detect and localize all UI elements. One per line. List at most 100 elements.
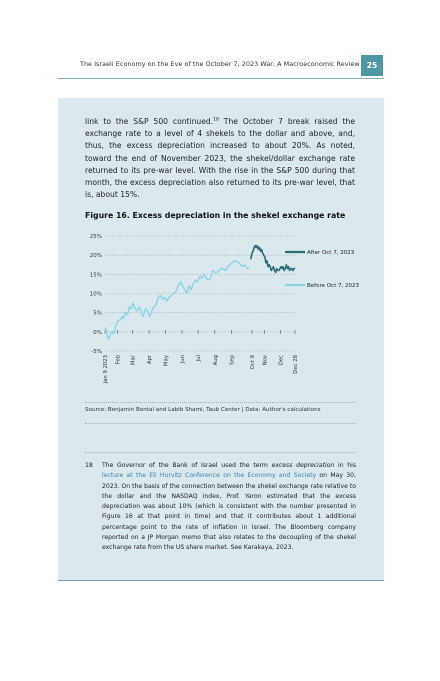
data-point-after-oct7 bbox=[255, 247, 257, 248]
data-point-before-oct7 bbox=[159, 294, 161, 296]
data-point-before-oct7 bbox=[184, 289, 186, 291]
data-point-before-oct7 bbox=[179, 281, 181, 283]
data-point-before-oct7 bbox=[222, 268, 224, 270]
data-point-before-oct7 bbox=[107, 339, 109, 340]
x-tick-label: Apr bbox=[147, 354, 153, 364]
page-number: 25 bbox=[361, 55, 383, 76]
body-paragraph: link to the S&P 500 continued.18 The Oct… bbox=[85, 116, 355, 201]
data-point-before-oct7 bbox=[207, 279, 209, 281]
data-point-after-oct7 bbox=[258, 247, 260, 248]
y-tick-label: 10% bbox=[90, 292, 102, 298]
data-point-after-oct7 bbox=[276, 268, 278, 270]
data-point-after-oct7 bbox=[274, 270, 276, 271]
data-point-after-oct7 bbox=[288, 266, 290, 268]
x-tick-label: Jan 9 2023 bbox=[103, 355, 109, 384]
data-point-before-oct7 bbox=[220, 268, 222, 270]
data-point-after-oct7 bbox=[266, 260, 268, 262]
lecture-link[interactable]: lecture at the Eli Hurvitz Conference on… bbox=[102, 472, 317, 480]
data-point-after-oct7 bbox=[294, 268, 296, 270]
data-point-before-oct7 bbox=[127, 314, 129, 316]
footnote-divider bbox=[85, 452, 355, 453]
source-divider-bottom bbox=[85, 423, 355, 424]
footnote-text-c: on May 30, 2023. On the basis of the con… bbox=[102, 472, 356, 552]
data-point-before-oct7 bbox=[155, 304, 157, 306]
data-point-after-oct7 bbox=[286, 268, 288, 270]
data-point-before-oct7 bbox=[225, 270, 227, 271]
data-point-before-oct7 bbox=[121, 316, 123, 317]
data-point-before-oct7 bbox=[109, 335, 111, 337]
data-point-before-oct7 bbox=[203, 273, 205, 275]
data-point-after-oct7 bbox=[271, 268, 273, 270]
y-tick-label: 20% bbox=[90, 253, 102, 259]
data-point-after-oct7 bbox=[265, 262, 267, 264]
data-point-before-oct7 bbox=[175, 291, 177, 293]
data-point-before-oct7 bbox=[115, 325, 117, 327]
footnote-text-a: The Governor of the Bank of Israel used … bbox=[102, 462, 272, 469]
data-point-before-oct7 bbox=[141, 312, 143, 314]
x-tick-label: Nov bbox=[262, 355, 268, 365]
body-text-start: link to the S&P 500 continued. bbox=[85, 117, 214, 126]
data-point-before-oct7 bbox=[209, 277, 211, 279]
data-point-after-oct7 bbox=[277, 270, 279, 271]
data-point-before-oct7 bbox=[142, 316, 144, 317]
data-point-before-oct7 bbox=[166, 300, 168, 302]
data-point-before-oct7 bbox=[173, 293, 175, 294]
legend-after-oct7-label: After Oct 7, 2023 bbox=[307, 250, 355, 256]
data-point-before-oct7 bbox=[168, 296, 170, 298]
data-point-before-oct7 bbox=[227, 266, 229, 268]
data-point-before-oct7 bbox=[123, 317, 125, 319]
x-tick-label: Dec bbox=[278, 355, 284, 365]
data-point-after-oct7 bbox=[263, 254, 265, 256]
data-point-before-oct7 bbox=[233, 260, 235, 262]
data-point-before-oct7 bbox=[151, 310, 153, 312]
data-point-after-oct7 bbox=[268, 264, 270, 266]
x-tick-label: Oct 9 bbox=[250, 355, 256, 369]
data-point-before-oct7 bbox=[212, 270, 214, 271]
legend-before-oct7-label: Before Oct 7, 2023 bbox=[307, 283, 359, 289]
data-point-after-oct7 bbox=[293, 268, 295, 270]
y-tick-label: 25% bbox=[90, 234, 102, 240]
data-point-before-oct7 bbox=[144, 308, 146, 310]
data-point-before-oct7 bbox=[117, 319, 119, 321]
content-panel bbox=[58, 98, 384, 581]
data-point-before-oct7 bbox=[119, 319, 121, 321]
x-tick-label: Jul bbox=[196, 355, 202, 362]
data-point-before-oct7 bbox=[171, 294, 173, 296]
data-point-before-oct7 bbox=[235, 260, 237, 262]
data-point-before-oct7 bbox=[205, 277, 207, 279]
data-point-before-oct7 bbox=[162, 298, 164, 300]
data-point-before-oct7 bbox=[216, 271, 218, 273]
footnote-ref[interactable]: 18 bbox=[213, 117, 219, 123]
data-point-after-oct7 bbox=[257, 248, 259, 250]
footnote-text: The Governor of the Bank of Israel used … bbox=[102, 461, 356, 554]
data-point-after-oct7 bbox=[289, 270, 291, 271]
figure-source: Source: Benjamin Bental and Labib Shami,… bbox=[85, 407, 321, 413]
data-point-after-oct7 bbox=[280, 266, 282, 268]
data-point-before-oct7 bbox=[244, 264, 246, 266]
data-point-before-oct7 bbox=[192, 283, 194, 285]
footnote-term: excess depreciation bbox=[271, 462, 335, 469]
data-point-after-oct7 bbox=[251, 252, 253, 254]
running-header-title: The Israeli Economy on the Eve of the Oc… bbox=[80, 60, 360, 68]
x-tick-label: Mar bbox=[130, 354, 136, 365]
data-point-before-oct7 bbox=[197, 281, 199, 283]
data-point-before-oct7 bbox=[186, 293, 188, 294]
data-point-before-oct7 bbox=[157, 296, 159, 298]
data-point-before-oct7 bbox=[130, 308, 132, 310]
data-point-after-oct7 bbox=[285, 264, 287, 266]
data-point-before-oct7 bbox=[132, 302, 134, 304]
data-point-after-oct7 bbox=[272, 266, 274, 268]
body-text-rest: The October 7 break raised the exchange … bbox=[85, 117, 356, 200]
data-point-before-oct7 bbox=[177, 285, 179, 287]
footnote-text-b: in his bbox=[334, 462, 357, 469]
data-point-before-oct7 bbox=[113, 333, 115, 335]
data-point-before-oct7 bbox=[147, 310, 149, 312]
data-point-before-oct7 bbox=[188, 285, 190, 287]
data-point-before-oct7 bbox=[246, 268, 248, 270]
data-point-before-oct7 bbox=[248, 268, 250, 270]
data-point-before-oct7 bbox=[164, 296, 166, 298]
data-point-before-oct7 bbox=[229, 264, 231, 266]
data-point-after-oct7 bbox=[270, 270, 272, 271]
y-tick-label: -5% bbox=[91, 349, 102, 355]
x-tick-label: Sep bbox=[229, 354, 235, 365]
